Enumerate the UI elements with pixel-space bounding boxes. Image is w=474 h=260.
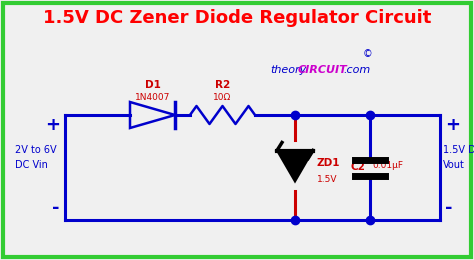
FancyBboxPatch shape (3, 3, 471, 257)
Text: theory: theory (270, 65, 306, 75)
Text: ©: © (363, 49, 373, 59)
Text: 1N4007: 1N4007 (135, 93, 170, 101)
Text: 10Ω: 10Ω (213, 93, 232, 101)
Text: 1.5V DC: 1.5V DC (443, 145, 474, 155)
Text: -: - (445, 199, 453, 217)
Text: -: - (53, 199, 60, 217)
Text: +: + (445, 116, 460, 134)
Text: CIRCUIT: CIRCUIT (298, 65, 348, 75)
Text: 2V to 6V: 2V to 6V (15, 145, 56, 155)
Text: +: + (45, 116, 60, 134)
Text: C2: C2 (350, 162, 365, 172)
Text: ZD1: ZD1 (317, 158, 340, 167)
Polygon shape (277, 151, 313, 181)
Text: DC Vin: DC Vin (15, 160, 48, 170)
Text: D1: D1 (145, 80, 160, 90)
Text: 0.01μF: 0.01μF (372, 161, 403, 170)
Text: Vout: Vout (443, 160, 465, 170)
Text: 1.5V DC Zener Diode Regulator Circuit: 1.5V DC Zener Diode Regulator Circuit (43, 9, 431, 27)
Text: .com: .com (343, 65, 370, 75)
Text: 1.5V: 1.5V (317, 175, 337, 184)
Text: R2: R2 (215, 80, 230, 90)
